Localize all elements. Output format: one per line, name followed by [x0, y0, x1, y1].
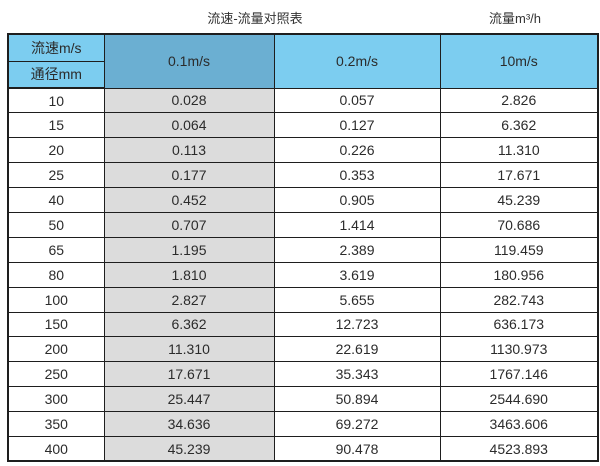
table-row: 350 34.636 69.272 3463.606 [7, 411, 599, 437]
table-header: 流速m/s 0.1m/s 0.2m/s 10m/s 通径mm [7, 33, 599, 89]
diameter-cell: 150 [7, 311, 105, 338]
flow-value-cell-10ms: 6.362 [439, 112, 599, 139]
table-row: 25 0.177 0.353 17.671 [7, 162, 599, 189]
flow-value-cell-0-2ms: 90.478 [273, 435, 441, 462]
flow-value-cell-10ms: 45.239 [439, 187, 599, 213]
flow-value-cell-0-2ms: 12.723 [273, 311, 441, 338]
diameter-cell: 350 [7, 411, 105, 437]
table-row: 15 0.064 0.127 6.362 [7, 112, 599, 139]
flow-value-cell-0-1ms: 1.195 [103, 236, 275, 263]
flow-value-cell-0-1ms: 0.113 [103, 137, 275, 164]
flow-value-cell-0-2ms: 35.343 [273, 361, 441, 388]
flow-value-cell-0-1ms: 25.447 [103, 386, 275, 413]
flow-value-cell-10ms: 17.671 [439, 162, 599, 189]
diameter-cell: 400 [7, 435, 105, 462]
diameter-cell: 20 [7, 137, 105, 164]
flow-value-cell-0-1ms: 45.239 [103, 435, 275, 462]
flow-value-cell-0-2ms: 5.655 [273, 286, 441, 313]
flow-value-cell-10ms: 636.173 [439, 311, 599, 338]
diameter-cell: 200 [7, 336, 105, 363]
header-col-0-1ms: 0.1m/s [103, 33, 275, 89]
table-row: 10 0.028 0.057 2.826 [7, 87, 599, 114]
diameter-cell: 40 [7, 187, 105, 213]
flow-value-cell-0-1ms: 0.707 [103, 211, 275, 238]
table-row: 150 6.362 12.723 636.173 [7, 311, 599, 338]
flow-value-cell-10ms: 11.310 [439, 137, 599, 164]
velocity-flow-table: 流速m/s 0.1m/s 0.2m/s 10m/s 通径mm 10 0.028 … [7, 33, 599, 463]
diameter-cell: 50 [7, 211, 105, 238]
table-title: 流速-流量对照表 [207, 11, 303, 26]
diameter-cell: 15 [7, 112, 105, 139]
flow-value-cell-0-1ms: 11.310 [103, 336, 275, 363]
flow-value-cell-0-1ms: 2.827 [103, 286, 275, 313]
flow-value-cell-0-1ms: 6.362 [103, 311, 275, 338]
flow-value-cell-0-1ms: 0.177 [103, 162, 275, 189]
flow-value-cell-10ms: 1130.973 [439, 336, 599, 363]
diameter-cell: 100 [7, 286, 105, 313]
table-row: 20 0.113 0.226 11.310 [7, 137, 599, 164]
table-row: 400 45.239 90.478 4523.893 [7, 435, 599, 462]
header-col-0-2ms: 0.2m/s [273, 33, 441, 89]
flow-value-cell-0-2ms: 0.057 [273, 87, 441, 114]
diameter-cell: 10 [7, 87, 105, 114]
flow-value-cell-0-1ms: 0.028 [103, 87, 275, 114]
flow-value-cell-0-2ms: 2.389 [273, 236, 441, 263]
table-row: 100 2.827 5.655 282.743 [7, 286, 599, 313]
flow-value-cell-10ms: 119.459 [439, 236, 599, 263]
diameter-cell: 300 [7, 386, 105, 413]
flow-value-cell-0-1ms: 0.452 [103, 187, 275, 213]
flow-value-cell-0-2ms: 69.272 [273, 411, 441, 437]
captions: 流速-流量对照表 流量m³/h [0, 6, 600, 28]
flow-unit-label: 流量m³/h [488, 11, 541, 26]
table-row: 40 0.452 0.905 45.239 [7, 187, 599, 213]
flow-value-cell-0-1ms: 1.810 [103, 261, 275, 288]
flow-value-cell-10ms: 282.743 [439, 286, 599, 313]
diameter-cell: 25 [7, 162, 105, 189]
diameter-cell: 80 [7, 261, 105, 288]
flow-value-cell-0-2ms: 0.226 [273, 137, 441, 164]
table-row: 50 0.707 1.414 70.686 [7, 211, 599, 238]
flow-value-cell-0-1ms: 0.064 [103, 112, 275, 139]
table-row: 200 11.310 22.619 1130.973 [7, 336, 599, 363]
table-body: 10 0.028 0.057 2.826 15 0.064 0.127 6.36… [7, 87, 599, 462]
table-row: 250 17.671 35.343 1767.146 [7, 361, 599, 388]
flow-value-cell-10ms: 4523.893 [439, 435, 599, 462]
flow-value-cell-10ms: 70.686 [439, 211, 599, 238]
header-velocity-label: 流速m/s [7, 33, 105, 62]
flow-value-cell-10ms: 1767.146 [439, 361, 599, 388]
table-row: 65 1.195 2.389 119.459 [7, 236, 599, 263]
flow-value-cell-0-2ms: 22.619 [273, 336, 441, 363]
header-col-10ms: 10m/s [439, 33, 599, 89]
table-row: 80 1.810 3.619 180.956 [7, 261, 599, 288]
flow-value-cell-0-1ms: 34.636 [103, 411, 275, 437]
flow-value-cell-0-2ms: 50.894 [273, 386, 441, 413]
flow-value-cell-10ms: 3463.606 [439, 411, 599, 437]
flow-value-cell-0-2ms: 1.414 [273, 211, 441, 238]
header-diameter-label: 通径mm [7, 60, 105, 89]
flow-value-cell-10ms: 180.956 [439, 261, 599, 288]
flow-value-cell-0-2ms: 0.905 [273, 187, 441, 213]
flow-value-cell-0-1ms: 17.671 [103, 361, 275, 388]
flow-value-cell-10ms: 2544.690 [439, 386, 599, 413]
flow-value-cell-10ms: 2.826 [439, 87, 599, 114]
flow-value-cell-0-2ms: 0.353 [273, 162, 441, 189]
diameter-cell: 65 [7, 236, 105, 263]
flow-value-cell-0-2ms: 3.619 [273, 261, 441, 288]
table-row: 300 25.447 50.894 2544.690 [7, 386, 599, 413]
flow-value-cell-0-2ms: 0.127 [273, 112, 441, 139]
diameter-cell: 250 [7, 361, 105, 388]
